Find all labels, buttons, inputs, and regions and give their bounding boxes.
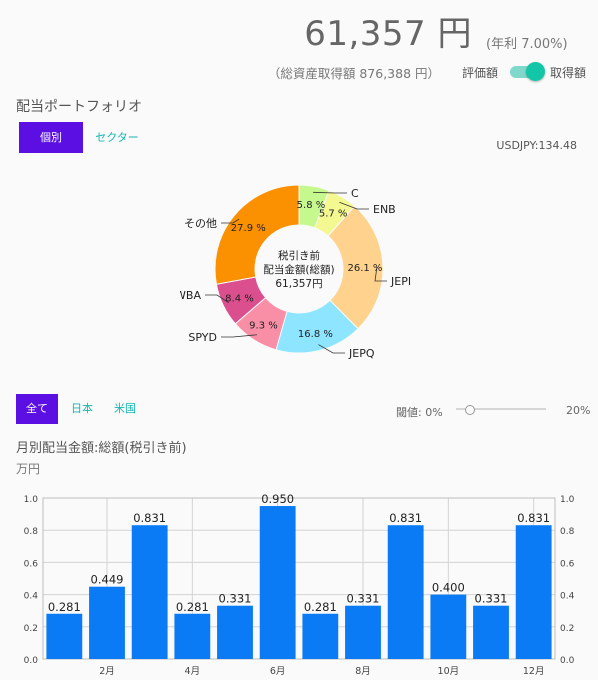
filter-tab-all[interactable]: 全て (16, 394, 58, 424)
donut-value-label-0: 5.8 % (297, 200, 326, 211)
monthly-bar-chart: 0.0 0.0 0.2 0.2 0.4 0.4 0.6 0.6 0.8 0.8 1.0 1.0 2月 4月… (24, 492, 575, 677)
bar-value-label-0: 0.281 (48, 600, 81, 614)
donut-name-label-0: C (351, 187, 359, 200)
total-asset-cost: （総資産取得額 876,388 円） (267, 66, 440, 81)
y-tick-right-3: 0.6 (560, 559, 575, 569)
x-tick-1: 4月 (185, 666, 201, 677)
bar-value-label-4: 0.331 (219, 592, 252, 606)
tab-individual[interactable]: 個別 (19, 122, 83, 153)
donut-leader-4 (221, 334, 258, 338)
bar-value-label-2: 0.831 (133, 511, 166, 525)
bar-3[interactable] (174, 613, 211, 659)
bar-8[interactable] (387, 525, 424, 659)
bar-value-label-8: 0.831 (389, 511, 422, 525)
bar-value-label-6: 0.281 (304, 600, 337, 614)
annual-yield: (年利 7.00%) (486, 37, 568, 52)
y-tick-left-5: 1.0 (24, 495, 39, 505)
total-dividend-amount: 61,357 円 (304, 14, 472, 54)
bar-4[interactable] (217, 605, 253, 659)
chart-frame (42, 497, 556, 660)
y-tick-left-3: 0.6 (24, 559, 39, 569)
donut-value-label-4: 9.3 % (249, 321, 278, 332)
filter-tab-japan[interactable]: 日本 (71, 402, 93, 415)
threshold-label: 閾値: 0% (396, 406, 443, 419)
donut-leader-2 (374, 266, 387, 282)
portfolio-title: 配当ポートフォリオ (16, 99, 142, 115)
donut-name-label-3: JEPQ (348, 347, 375, 360)
y-tick-left-2: 0.4 (24, 592, 39, 602)
donut-value-label-6: 27.9 % (231, 223, 266, 234)
toggle-knob[interactable] (526, 62, 545, 81)
bar-0[interactable] (46, 613, 83, 659)
donut-leader-6 (221, 218, 240, 224)
y-tick-left-0: 0.0 (24, 656, 39, 666)
bar-value-label-3: 0.281 (176, 600, 209, 614)
bar-2[interactable] (131, 525, 168, 659)
threshold-max-label: 20% (566, 404, 591, 417)
donut-leader-5 (205, 294, 229, 303)
filter-tab-us[interactable]: 米国 (114, 402, 136, 415)
y-tick-right-5: 1.0 (560, 495, 575, 505)
donut-slice-6[interactable] (214, 184, 300, 285)
donut-name-label-6: その他 (184, 217, 217, 230)
monthly-dividend-title: 月別配当金額:総額(税引き前) (16, 441, 187, 456)
bar-1[interactable] (89, 586, 125, 659)
x-tick-3: 8月 (355, 666, 371, 677)
tab-sector[interactable]: セクター (95, 131, 139, 144)
donut-center-line1: 税引き前 (278, 249, 320, 262)
donut-leader-0 (313, 191, 347, 194)
donut-value-label-2: 26.1 % (347, 263, 382, 274)
chart-unit-label: 万円 (16, 462, 41, 476)
bar-value-label-7: 0.331 (347, 592, 380, 606)
y-tick-right-2: 0.4 (560, 592, 575, 602)
donut-center-line3: 61,357円 (275, 278, 322, 290)
x-tick-2: 6月 (270, 666, 286, 677)
donut-slice-2[interactable] (327, 205, 384, 330)
valuation-cost-toggle[interactable] (510, 62, 545, 81)
portfolio-donut-chart: 5.8 % C5.7 % ENB 26.1 % JEPI 16.8 % JEPQ 9.3 % S… (180, 184, 411, 360)
toggle-label-cost: 取得額 (550, 66, 587, 80)
donut-value-label-3: 16.8 % (298, 329, 333, 340)
bar-value-label-11: 0.831 (517, 511, 550, 525)
exchange-rate: USDJPY:134.48 (496, 139, 577, 152)
bar-11[interactable] (515, 525, 552, 659)
donut-value-label-1: 5.7 % (319, 209, 348, 220)
donut-center-line2: 配当金額(総額) (263, 263, 334, 276)
bar-value-label-1: 0.449 (91, 573, 124, 587)
donut-name-label-1: ENB (373, 203, 396, 216)
bar-10[interactable] (473, 605, 509, 659)
x-tick-5: 12月 (523, 666, 545, 677)
donut-name-label-2: JEPI (390, 275, 411, 288)
bar-value-label-9: 0.400 (432, 581, 465, 595)
slider-thumb[interactable] (465, 405, 475, 415)
donut-leader-1 (339, 201, 369, 210)
slider-track (456, 408, 546, 410)
y-tick-left-4: 0.8 (24, 527, 39, 537)
x-tick-4: 10月 (438, 666, 460, 677)
threshold-slider[interactable] (456, 402, 546, 416)
bar-value-label-10: 0.331 (475, 592, 508, 606)
y-tick-right-1: 0.2 (560, 624, 574, 634)
x-tick-0: 2月 (99, 666, 115, 677)
bar-6[interactable] (302, 613, 339, 659)
donut-name-label-5: WBA (180, 289, 201, 302)
bar-7[interactable] (345, 605, 381, 659)
bar-5[interactable] (259, 506, 296, 659)
bar-value-label-5: 0.950 (261, 492, 294, 506)
donut-leader-3 (318, 344, 345, 354)
donut-name-label-4: SPYD (188, 331, 217, 344)
bar-9[interactable] (430, 594, 467, 659)
toggle-label-valuation: 評価額 (462, 66, 499, 80)
y-tick-right-4: 0.8 (560, 527, 575, 537)
donut-value-label-5: 8.4 % (225, 293, 254, 304)
y-tick-right-0: 0.0 (560, 656, 575, 666)
y-tick-left-1: 0.2 (24, 624, 38, 634)
